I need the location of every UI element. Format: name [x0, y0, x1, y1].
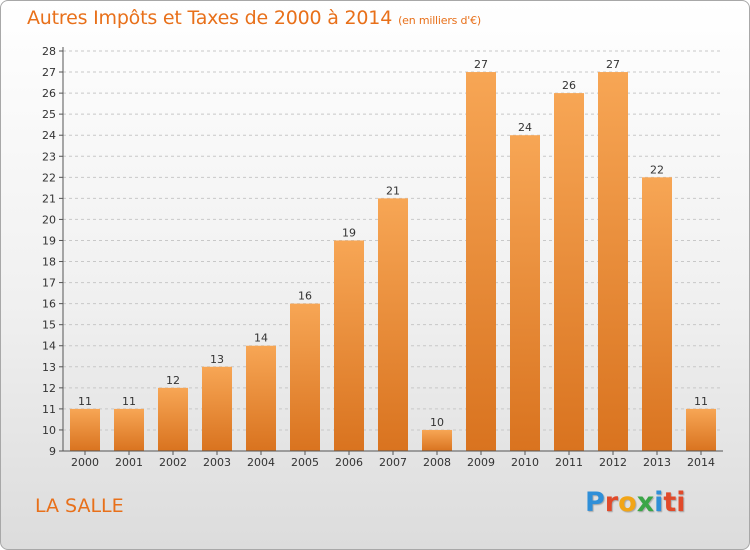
y-tick-label: 11 [42, 403, 56, 416]
x-tick-label: 2013 [643, 456, 671, 469]
y-axis-tick-labels: 9 10 11 12 13 14 15 16 17 18 19 20 21 22 23 24 25 26 27 28 [42, 45, 63, 458]
bar-2005 [290, 303, 320, 451]
y-tick-label: 25 [42, 108, 56, 121]
axes [62, 47, 723, 452]
y-tick-label: 24 [42, 129, 56, 142]
y-tick-label: 10 [42, 424, 56, 437]
y-tick-label: 22 [42, 171, 56, 184]
logo-letter: ti [663, 487, 686, 518]
logo-letter: r [604, 487, 619, 518]
data-label: 19 [342, 226, 356, 239]
bar-2000 [70, 408, 100, 451]
x-tick-label: 2014 [687, 456, 715, 469]
y-tick-label: 16 [42, 298, 56, 311]
y-tick-label: 12 [42, 382, 56, 395]
bar-2013 [642, 177, 672, 451]
y-tick-label: 26 [42, 87, 56, 100]
bar-2009 [466, 72, 496, 451]
logo-letter: i [654, 487, 664, 518]
data-labels: 11 11 12 13 14 16 19 21 10 27 24 26 27 22 11 [78, 58, 708, 429]
y-tick-label: 27 [42, 66, 56, 79]
town-name: LA SALLE [35, 495, 124, 517]
x-tick-label: 2008 [423, 456, 451, 469]
logo-letter: P [585, 487, 605, 518]
data-label: 12 [166, 374, 180, 387]
chart-subtitle: (en milliers d'€) [398, 14, 481, 27]
data-label: 27 [606, 58, 620, 71]
x-tick-label: 2006 [335, 456, 363, 469]
data-label: 13 [210, 353, 224, 366]
x-tick-label: 2001 [115, 456, 143, 469]
y-tick-label: 28 [42, 45, 56, 58]
data-label: 21 [386, 184, 400, 197]
x-tick-label: 2011 [555, 456, 583, 469]
data-label: 11 [122, 395, 136, 408]
x-tick-label: 2005 [291, 456, 319, 469]
x-tick-label: 2012 [599, 456, 627, 469]
y-tick-label: 20 [42, 213, 56, 226]
data-label: 11 [78, 395, 92, 408]
data-label: 10 [430, 416, 444, 429]
y-tick-label: 19 [42, 234, 56, 247]
logo-letter: x [636, 487, 655, 518]
y-tick-label: 14 [42, 340, 56, 353]
y-tick-label: 23 [42, 150, 56, 163]
bar-2006 [334, 240, 364, 451]
y-tick-label: 17 [42, 277, 56, 290]
y-tick-label: 21 [42, 192, 56, 205]
bar-2011 [554, 93, 584, 452]
data-label: 14 [254, 332, 268, 345]
logo-letter: o [618, 487, 637, 518]
y-tick-label: 18 [42, 256, 56, 269]
bar-2010 [510, 135, 540, 452]
bar-2003 [202, 366, 232, 451]
chart-title: Autres Impôts et Taxes de 2000 à 2014 (en… [27, 7, 481, 29]
x-axis-tick-labels: 2000 2001 2002 2003 2004 2005 2006 2007 2008 2009… [71, 451, 715, 469]
bar-2007 [378, 198, 408, 451]
data-label: 11 [694, 395, 708, 408]
bar-2001 [114, 408, 144, 451]
chart-title-text: Autres Impôts et Taxes de 2000 à 2014 [27, 7, 393, 29]
x-tick-label: 2009 [467, 456, 495, 469]
data-label: 22 [650, 163, 664, 176]
x-tick-label: 2004 [247, 456, 275, 469]
x-tick-label: 2007 [379, 456, 407, 469]
bars [70, 72, 716, 452]
data-label: 26 [562, 79, 576, 92]
y-tick-label: 13 [42, 361, 56, 374]
y-tick-label: 9 [49, 445, 56, 458]
y-tick-label: 15 [42, 319, 56, 332]
x-tick-label: 2002 [159, 456, 187, 469]
x-tick-label: 2000 [71, 456, 99, 469]
bar-2012 [598, 72, 628, 451]
data-label: 24 [518, 121, 532, 134]
data-label: 16 [298, 290, 312, 303]
x-tick-label: 2003 [203, 456, 231, 469]
bar-2004 [246, 345, 276, 451]
bar-2002 [158, 387, 188, 451]
x-tick-label: 2010 [511, 456, 539, 469]
data-label: 27 [474, 58, 488, 71]
bar-2008 [422, 429, 452, 451]
proxiti-logo: Proxiti [585, 487, 686, 518]
bar-2014 [686, 408, 716, 451]
